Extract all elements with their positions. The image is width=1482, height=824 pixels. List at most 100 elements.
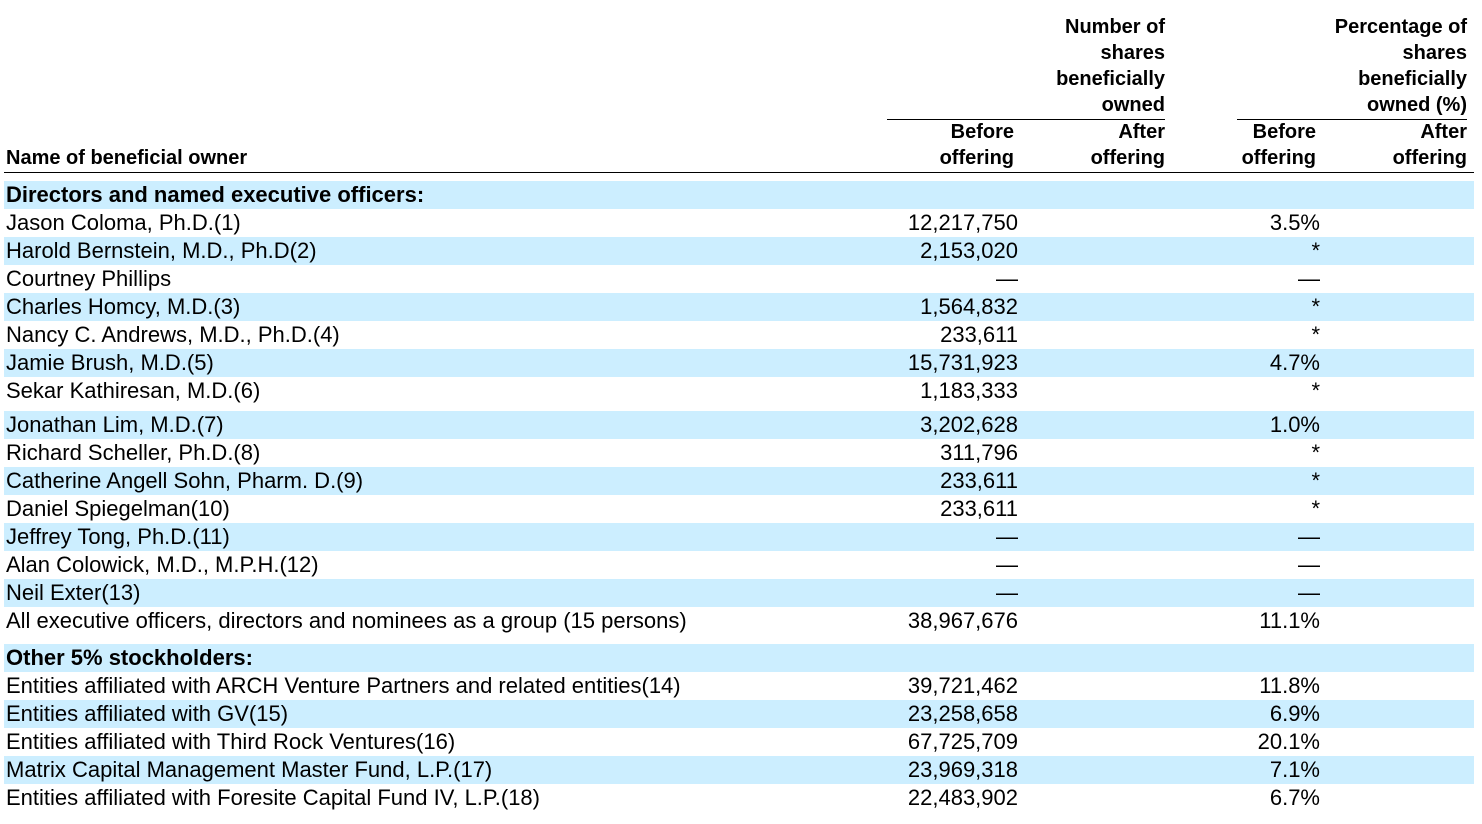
header-line: offering <box>939 147 1014 169</box>
shares-before-cell: 233,611 <box>940 496 1018 521</box>
table-row: Sekar Kathiresan, M.D.(6) 1,183,333 * <box>4 377 1474 405</box>
table-row: Entities affiliated with Third Rock Vent… <box>4 728 1474 756</box>
shares-before-cell: 23,258,658 <box>907 701 1018 726</box>
owner-name: Neil Exter(13) <box>6 580 141 605</box>
owner-name: Alan Colowick, M.D., M.P.H.(12) <box>6 552 319 577</box>
table-row: Catherine Angell Sohn, Pharm. D.(9) 233,6… <box>4 467 1474 495</box>
percentage-before-cell: 7.1% <box>1269 757 1320 782</box>
percentage-before-cell: * <box>1311 440 1320 465</box>
section-header-row: Other 5% stockholders: <box>4 644 1474 672</box>
owner-name: Nancy C. Andrews, M.D., Ph.D.(4) <box>6 322 340 347</box>
owner-name: Richard Scheller, Ph.D.(8) <box>6 440 261 465</box>
header-line: After <box>1420 121 1467 143</box>
header-line: owned (%) <box>1367 94 1467 116</box>
section-title: Other 5% stockholders: <box>6 645 253 670</box>
pct-before-header: Before offering <box>1242 119 1316 171</box>
owner-name: Jeffrey Tong, Ph.D.(11) <box>6 524 230 549</box>
table-row: All executive officers, directors and no… <box>4 607 1474 635</box>
header-line: beneficially <box>1358 68 1467 90</box>
shares-before-cell: 39,721,462 <box>907 673 1018 698</box>
header-line: offering <box>1241 147 1316 169</box>
header-bottom-rule <box>4 172 1474 173</box>
table-row: Jason Coloma, Ph.D.(1) 12,217,750 3.5% <box>4 209 1474 237</box>
percentage-before-cell: * <box>1311 378 1320 403</box>
shares-before-cell: 1,564,832 <box>920 294 1018 319</box>
table-row: Daniel Spiegelman(10) 233,611 * <box>4 495 1474 523</box>
owner-name: All executive officers, directors and no… <box>6 608 687 633</box>
percentage-before-cell: 6.9% <box>1269 701 1320 726</box>
percentage-group-rule <box>1237 119 1467 120</box>
owner-name: Entities affiliated with Foresite Capita… <box>6 785 540 810</box>
table-row: Courtney Phillips — — <box>4 265 1474 293</box>
owner-name: Sekar Kathiresan, M.D.(6) <box>6 378 261 403</box>
owner-name: Jonathan Lim, M.D.(7) <box>6 412 224 437</box>
owner-name: Jason Coloma, Ph.D.(1) <box>6 210 241 235</box>
header-line: Before <box>1252 121 1316 143</box>
percentage-before-cell: — <box>1298 524 1320 549</box>
shares-before-cell: 38,967,676 <box>907 608 1018 633</box>
shares-before-cell: — <box>996 524 1018 549</box>
pct-after-header: After offering <box>1393 119 1467 171</box>
header-line: beneficially <box>1056 68 1165 90</box>
percentage-before-cell: — <box>1298 266 1320 291</box>
owner-name: Harold Bernstein, M.D., Ph.D(2) <box>6 238 317 263</box>
shares-before-cell: 233,611 <box>940 322 1018 347</box>
percentage-group-header: Percentage of shares beneficially owned … <box>1335 14 1467 118</box>
table-row: Charles Homcy, M.D.(3) 1,564,832 * <box>4 293 1474 321</box>
shares-before-cell: 23,969,318 <box>907 757 1018 782</box>
shares-before-cell: 67,725,709 <box>907 729 1018 754</box>
percentage-before-cell: 6.7% <box>1269 785 1320 810</box>
header-line: Percentage of <box>1334 16 1467 38</box>
table-row: Entities affiliated with ARCH Venture Pa… <box>4 672 1474 700</box>
shares-group-header: Number of shares beneficially owned <box>1056 14 1165 118</box>
table-row: Entities affiliated with GV(15) 23,258,65… <box>4 700 1474 728</box>
section-title: Directors and named executive officers: <box>6 182 425 207</box>
shares-before-cell: 1,183,333 <box>920 378 1018 403</box>
shares-before-cell: — <box>996 580 1018 605</box>
table-row: Entities affiliated with Foresite Capita… <box>4 784 1474 812</box>
percentage-before-cell: * <box>1311 322 1320 347</box>
shares-before-cell: — <box>996 266 1018 291</box>
percentage-before-cell: 11.8% <box>1259 673 1320 698</box>
header-line: After <box>1118 121 1165 143</box>
owner-name: Daniel Spiegelman(10) <box>6 496 230 521</box>
percentage-before-cell: 11.1% <box>1259 608 1320 633</box>
owner-name: Matrix Capital Management Master Fund, L… <box>6 757 493 782</box>
owner-name: Entities affiliated with GV(15) <box>6 701 289 726</box>
owner-name: Catherine Angell Sohn, Pharm. D.(9) <box>6 468 364 493</box>
header-line: shares <box>1402 42 1468 64</box>
owner-name: Entities affiliated with Third Rock Vent… <box>6 729 456 754</box>
table-row: Jeffrey Tong, Ph.D.(11) — — <box>4 523 1474 551</box>
table-row: Neil Exter(13) — — <box>4 579 1474 607</box>
shares-before-cell: 22,483,902 <box>907 785 1018 810</box>
table-row: Alan Colowick, M.D., M.P.H.(12) — — <box>4 551 1474 579</box>
percentage-before-cell: * <box>1311 294 1320 319</box>
owner-name: Charles Homcy, M.D.(3) <box>6 294 241 319</box>
table-row: Nancy C. Andrews, M.D., Ph.D.(4) 233,611 * <box>4 321 1474 349</box>
shares-before-cell: 233,611 <box>940 468 1018 493</box>
header-line: owned <box>1101 94 1165 116</box>
percentage-before-cell: 4.7% <box>1269 350 1320 375</box>
owner-name: Entities affiliated with ARCH Venture Pa… <box>6 673 681 698</box>
header-line: Number of <box>1065 16 1165 38</box>
header-line: offering <box>1392 147 1467 169</box>
shares-before-cell: — <box>996 552 1018 577</box>
shares-group-rule <box>887 119 1165 120</box>
shares-before-cell: 2,153,020 <box>920 238 1018 263</box>
table-row: Jamie Brush, M.D.(5) 15,731,923 4.7% <box>4 349 1474 377</box>
shares-before-cell: 12,217,750 <box>907 210 1018 235</box>
name-column-header: Name of beneficial owner <box>6 145 247 171</box>
table-row: Jonathan Lim, M.D.(7) 3,202,628 1.0% <box>4 411 1474 439</box>
shares-before-cell: 3,202,628 <box>920 412 1018 437</box>
section-header-row: Directors and named executive officers: <box>4 181 1474 209</box>
percentage-before-cell: 1.0% <box>1269 412 1320 437</box>
percentage-before-cell: 3.5% <box>1269 210 1320 235</box>
header-line: offering <box>1090 147 1165 169</box>
percentage-before-cell: — <box>1298 580 1320 605</box>
owner-name: Courtney Phillips <box>6 266 172 291</box>
header-line: shares <box>1100 42 1166 64</box>
table-row: Harold Bernstein, M.D., Ph.D(2) 2,153,020… <box>4 237 1474 265</box>
percentage-before-cell: * <box>1311 238 1320 263</box>
shares-before-cell: 311,796 <box>940 440 1018 465</box>
table-row: Matrix Capital Management Master Fund, L… <box>4 756 1474 784</box>
